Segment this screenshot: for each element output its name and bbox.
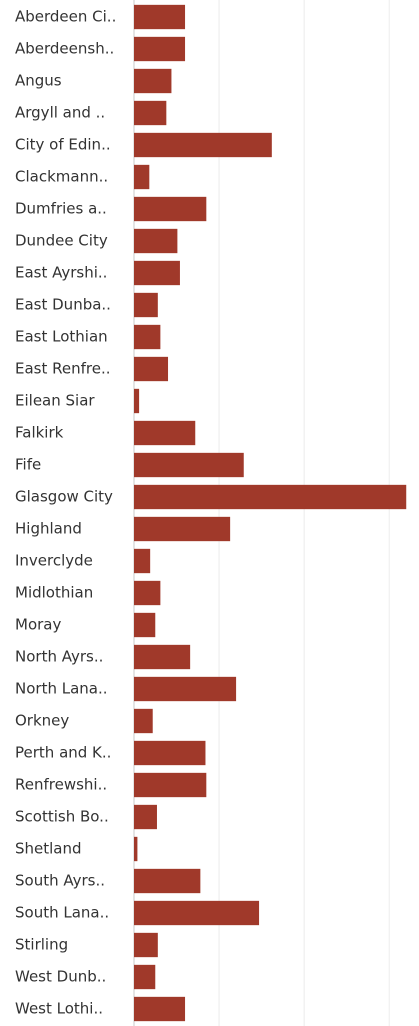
y-tick-label: Aberdeensh.. — [15, 40, 114, 58]
y-tick-label: South Lana.. — [15, 904, 109, 922]
y-tick-label: Dundee City — [15, 232, 108, 250]
y-tick-label: Stirling — [15, 936, 68, 954]
bar — [134, 164, 150, 190]
y-tick-label: West Lothi.. — [15, 1000, 103, 1018]
y-tick-label: East Ayrshi.. — [15, 264, 107, 282]
y-tick-label: Glasgow City — [15, 488, 113, 506]
bar — [134, 196, 207, 222]
bar — [134, 420, 196, 446]
bar — [134, 4, 186, 30]
bar — [134, 708, 153, 734]
y-tick-label: Angus — [15, 72, 62, 90]
bar — [134, 580, 161, 606]
bar — [134, 900, 260, 926]
bar — [134, 804, 157, 830]
bar — [134, 868, 201, 894]
bar — [134, 260, 180, 286]
y-tick-label: East Renfre.. — [15, 360, 111, 378]
y-tick-label: Clackmann.. — [15, 168, 108, 186]
bar — [134, 740, 206, 766]
bar — [134, 548, 151, 574]
bar — [134, 132, 272, 158]
y-tick-label: East Dunba.. — [15, 296, 111, 314]
bar — [134, 836, 138, 862]
y-tick-label: South Ayrs.. — [15, 872, 105, 890]
bar — [134, 932, 158, 958]
bar — [134, 612, 156, 638]
y-tick-label: North Lana.. — [15, 680, 108, 698]
bar — [134, 452, 244, 478]
y-tick-label: City of Edin.. — [15, 136, 111, 154]
bar — [134, 100, 167, 126]
y-tick-label: West Dunb.. — [15, 968, 106, 986]
y-tick-label: Inverclyde — [15, 552, 93, 570]
y-tick-label: Midlothian — [15, 584, 93, 602]
y-tick-label: Dumfries a.. — [15, 200, 107, 218]
y-tick-label: Argyll and .. — [15, 104, 105, 122]
y-tick-label: Scottish Bo.. — [15, 808, 109, 826]
bar — [134, 292, 158, 318]
y-tick-label: Falkirk — [15, 424, 64, 442]
bar — [134, 516, 231, 542]
y-tick-label: East Lothian — [15, 328, 108, 346]
bar — [134, 388, 140, 414]
y-tick-label: Renfrewshi.. — [15, 776, 107, 794]
bar — [134, 996, 186, 1022]
bar — [134, 356, 169, 382]
y-tick-label: Eilean Siar — [15, 392, 95, 410]
bar — [134, 644, 191, 670]
y-tick-label: Aberdeen Ci.. — [15, 8, 116, 26]
y-tick-label: Perth and K.. — [15, 744, 111, 762]
bar — [134, 772, 207, 798]
y-tick-label: Orkney — [15, 712, 69, 730]
bar — [134, 964, 156, 990]
bar — [134, 36, 186, 62]
y-tick-label: Fife — [15, 456, 41, 474]
bar — [134, 676, 237, 702]
bar — [134, 484, 407, 510]
bar — [134, 228, 178, 254]
y-tick-label: North Ayrs.. — [15, 648, 103, 666]
bar — [134, 324, 161, 350]
bar — [134, 68, 172, 94]
y-tick-label: Moray — [15, 616, 61, 634]
y-tick-label: Shetland — [15, 840, 82, 858]
y-tick-label: Highland — [15, 520, 82, 538]
